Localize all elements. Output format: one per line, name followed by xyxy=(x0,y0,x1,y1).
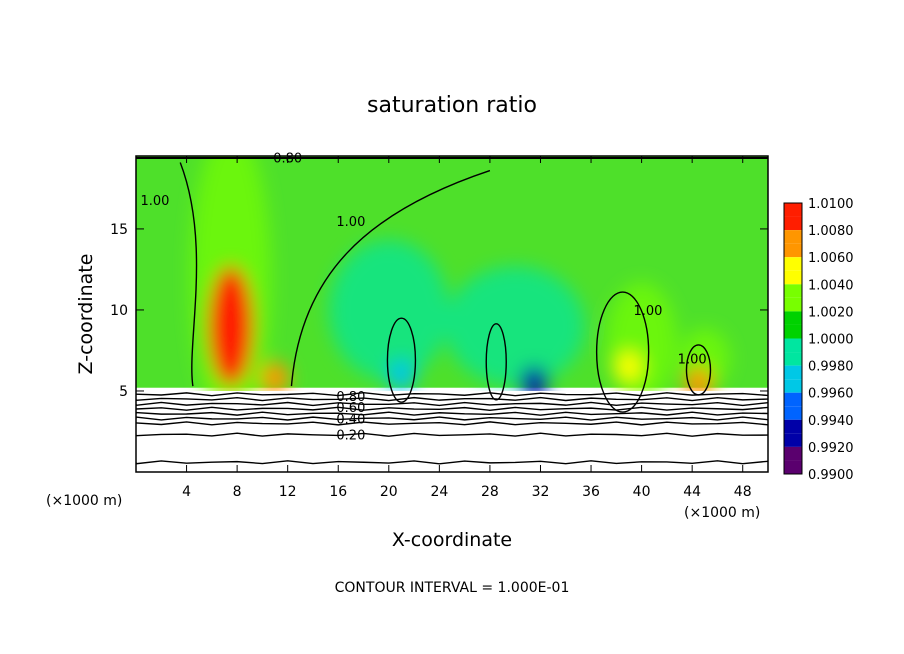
contour-line xyxy=(485,323,507,401)
contour-line xyxy=(290,169,491,387)
y-tick-label: 5 xyxy=(119,384,128,400)
contour-lines xyxy=(136,157,768,465)
x-tick-label: 48 xyxy=(734,484,752,500)
plot-area: 0.801.001.001.001.000.800.600.400.204 8 12… xyxy=(110,152,769,500)
colorbar-label: 0.9980 xyxy=(808,360,854,375)
field-cell xyxy=(614,350,643,383)
colorbar-label: 1.0100 xyxy=(808,197,854,212)
colorbar-label: 1.0040 xyxy=(808,278,854,293)
colorbar-label: 1.0060 xyxy=(808,251,854,266)
contour-line xyxy=(136,396,768,402)
x-tick-label: 32 xyxy=(532,484,550,500)
x-tick-label: 28 xyxy=(481,484,499,500)
contour-line xyxy=(136,411,768,416)
contour-line xyxy=(136,392,768,397)
colorbar-label: 1.0000 xyxy=(808,333,854,348)
colorbar-cell xyxy=(784,324,802,339)
colorbar-frame xyxy=(783,202,803,475)
x-tick-label: 40 xyxy=(633,484,651,500)
x-axis-unit-left: (×1000 m) xyxy=(46,493,122,509)
x-tick-label: 4 xyxy=(182,484,191,500)
colorbar-cell xyxy=(784,392,802,407)
y-tick-label: 15 xyxy=(110,222,128,238)
colorbar: 1.0100 1.0080 1.0060 1.0040 1.0020 1.0000 0.99… xyxy=(783,197,854,483)
colorbar-cell xyxy=(784,352,802,366)
colorbar-cell xyxy=(784,446,802,461)
colorbar-cell xyxy=(784,338,802,353)
contour-line xyxy=(136,421,768,426)
colorbar-cell xyxy=(784,460,802,474)
x-tick-label: 16 xyxy=(329,484,347,500)
contour-line xyxy=(136,432,768,437)
field-blob xyxy=(328,239,449,380)
colorbar-cell xyxy=(784,297,802,312)
contour-line xyxy=(136,401,768,407)
colorbar-label: 0.9900 xyxy=(808,468,854,483)
colorbar-cell xyxy=(784,270,802,285)
x-tick-label: 36 xyxy=(582,484,600,500)
x-tick-label: 20 xyxy=(380,484,398,500)
x-tick-label: 12 xyxy=(279,484,297,500)
colorbar-cell xyxy=(784,365,802,380)
x-tick-label: 24 xyxy=(430,484,448,500)
contour-line xyxy=(595,291,650,413)
colorbar-cell xyxy=(784,379,802,393)
colorbar-cell xyxy=(784,419,802,434)
contour-label: 1.00 xyxy=(336,215,365,230)
colorbar-label: 0.9960 xyxy=(808,387,854,402)
y-axis-label: Z-coordinate xyxy=(75,254,97,375)
contour-label: 0.40 xyxy=(336,413,365,428)
colorbar-cell xyxy=(784,203,802,217)
contour-interval-note: CONTOUR INTERVAL = 1.000E-01 xyxy=(335,580,570,596)
field-dry-pocket xyxy=(520,366,549,399)
contour-line xyxy=(136,416,768,421)
colorbar-cell xyxy=(784,257,802,271)
colorbar-label: 0.9920 xyxy=(808,441,854,456)
y-tick-label: 10 xyxy=(110,303,128,319)
chart-title: saturation ratio xyxy=(367,93,537,118)
contour-line xyxy=(685,344,712,396)
field-updraft-core xyxy=(208,266,253,387)
field-dry-pocket xyxy=(387,358,416,391)
contour-label: 0.80 xyxy=(336,390,365,405)
colorbar-cell xyxy=(784,230,802,244)
plot-frame xyxy=(135,155,769,473)
x-axis-label: X-coordinate xyxy=(392,529,512,551)
contour-line xyxy=(136,406,768,411)
field-blob xyxy=(606,282,677,403)
colorbar-cell xyxy=(784,243,802,258)
colorbar-cell xyxy=(784,433,802,447)
contour-label: 1.00 xyxy=(633,304,662,319)
contour-line xyxy=(179,162,198,387)
x-axis-unit-right: (×1000 m) xyxy=(684,505,760,521)
colorbar-label: 1.0020 xyxy=(808,305,854,320)
saturation-field xyxy=(136,156,768,472)
contour-line xyxy=(136,460,768,465)
field-cell xyxy=(261,362,290,395)
contour-label: 0.60 xyxy=(336,401,365,416)
contour-label: 1.00 xyxy=(678,353,707,368)
contour-label: 1.00 xyxy=(140,194,169,209)
contour-label: 0.20 xyxy=(336,429,365,444)
contour-line xyxy=(386,317,417,403)
colorbar-label: 1.0080 xyxy=(808,224,854,239)
x-tick-label: 8 xyxy=(233,484,242,500)
x-tick-label: 44 xyxy=(683,484,701,500)
field-blob xyxy=(445,266,586,387)
colorbar-cell xyxy=(784,216,802,231)
colorbar-cell xyxy=(784,406,802,420)
colorbar-label: 0.9940 xyxy=(808,414,854,429)
colorbar-cell xyxy=(784,311,802,325)
field-features xyxy=(190,156,730,428)
colorbar-cell xyxy=(784,284,802,298)
